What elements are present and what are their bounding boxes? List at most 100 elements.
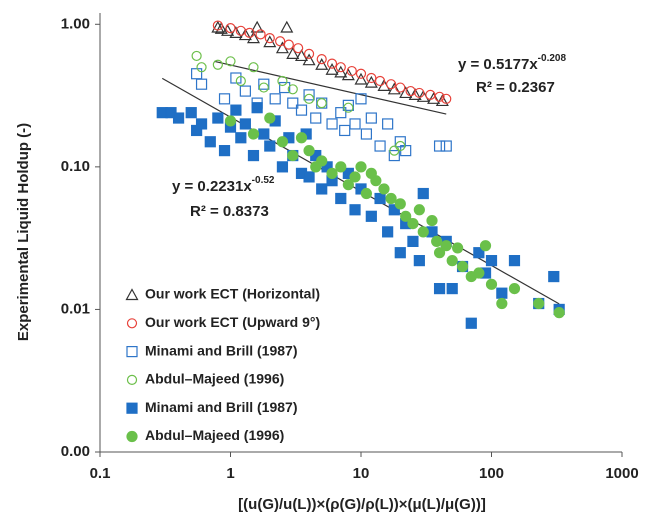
legend-marker <box>125 288 139 301</box>
point <box>354 72 368 85</box>
point <box>326 118 338 130</box>
point <box>224 115 237 127</box>
point <box>417 187 429 200</box>
point <box>172 112 185 124</box>
point <box>247 149 260 162</box>
point <box>293 43 304 54</box>
point <box>276 161 289 173</box>
point <box>508 282 521 295</box>
point <box>255 29 266 40</box>
annotation: R² = 0.8373 <box>190 203 269 220</box>
point <box>225 23 236 34</box>
annotation-exponent: -0.52 <box>252 175 275 186</box>
point <box>248 62 259 73</box>
point <box>417 226 429 238</box>
point <box>533 297 545 310</box>
point <box>426 214 438 227</box>
point <box>316 183 328 195</box>
point <box>440 240 452 252</box>
legend-label: Minami and Brill (1987) <box>145 399 297 415</box>
point <box>360 128 373 140</box>
point <box>479 240 492 252</box>
point <box>335 107 347 119</box>
legend-marker <box>126 402 138 414</box>
point <box>400 210 412 222</box>
point <box>385 79 397 90</box>
point <box>395 140 406 152</box>
legend-label: Our work ECT (Horizontal) <box>145 286 320 302</box>
point <box>280 20 294 33</box>
point <box>316 98 327 109</box>
point <box>239 85 251 97</box>
point <box>263 35 277 48</box>
point <box>335 192 347 205</box>
point <box>277 75 288 87</box>
point <box>342 179 354 191</box>
point <box>388 149 400 162</box>
point <box>335 62 346 73</box>
point <box>456 260 469 273</box>
point <box>388 204 400 216</box>
point <box>355 93 367 105</box>
point <box>196 62 207 73</box>
point <box>408 88 422 100</box>
x-axis-title: [(u(G)/u(L))×(ρ(G)/ρ(L))×(μ(L)/μ(G))] <box>238 496 486 513</box>
point <box>264 33 275 44</box>
point <box>315 58 329 70</box>
point <box>276 136 289 148</box>
point <box>395 82 406 93</box>
annotation-text: R² = 0.2367 <box>476 79 555 96</box>
point <box>325 62 339 75</box>
point <box>365 112 377 124</box>
point <box>349 171 361 183</box>
point <box>440 140 452 152</box>
point <box>496 287 508 299</box>
legend-label: Minami and Brill (1987) <box>145 342 297 358</box>
point <box>473 267 485 279</box>
point <box>218 93 231 105</box>
point <box>211 20 225 33</box>
point <box>235 132 247 144</box>
legend-marker <box>126 430 138 443</box>
point <box>427 92 441 104</box>
point <box>407 235 419 248</box>
point <box>374 75 386 87</box>
point <box>212 20 223 31</box>
point <box>349 204 361 216</box>
point <box>385 192 397 205</box>
point <box>452 242 464 254</box>
legend-marker <box>126 374 138 385</box>
y-tick-label: 0.10 <box>61 158 90 175</box>
y-tick-label: 0.01 <box>61 300 90 317</box>
point <box>275 36 286 47</box>
point <box>316 53 327 65</box>
point <box>553 307 565 319</box>
x-tick-label: 1000 <box>605 465 638 482</box>
point <box>225 56 236 67</box>
point <box>360 187 373 200</box>
point <box>295 132 308 144</box>
point <box>441 93 452 104</box>
y-tick-label: 1.00 <box>61 15 90 32</box>
point <box>279 81 291 94</box>
point <box>326 58 338 69</box>
point <box>230 72 242 84</box>
x-tick-label: 0.1 <box>90 465 111 482</box>
point <box>374 192 386 205</box>
point <box>191 68 203 80</box>
point <box>382 118 394 130</box>
point <box>548 270 560 283</box>
point <box>342 99 354 111</box>
point <box>286 47 300 59</box>
point <box>365 210 377 222</box>
point <box>244 27 255 39</box>
point <box>485 278 498 290</box>
point <box>355 161 367 173</box>
point <box>341 68 355 81</box>
point <box>414 87 425 99</box>
y-axis-title: Experimental Liquid Holdup (-) <box>15 123 32 341</box>
point <box>214 22 228 34</box>
annotation-text: y = 0.5177x <box>458 56 538 73</box>
annotation: y = 0.5177x-0.208 <box>458 53 566 73</box>
